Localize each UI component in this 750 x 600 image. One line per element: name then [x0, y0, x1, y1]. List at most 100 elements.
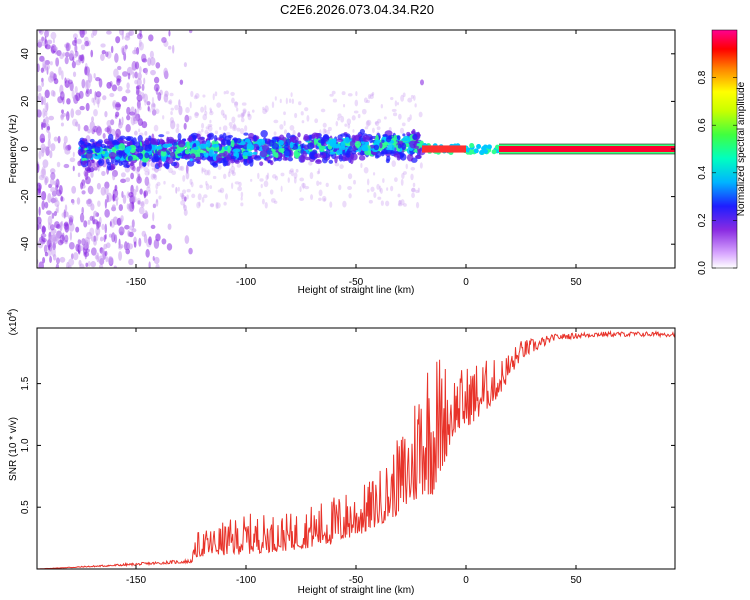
spectrogram-scatter-point [298, 101, 302, 106]
spectrogram-band-point [158, 134, 165, 138]
spectrogram-scatter-point [415, 201, 420, 209]
spectrogram-scatter-point [84, 62, 88, 71]
spectrogram-scatter-point [236, 107, 239, 112]
spectrogram-scatter-point [92, 215, 95, 225]
spectrogram-scatter-point [128, 231, 134, 238]
spectrogram-scatter-point [347, 93, 353, 97]
spectrogram-band-point [145, 139, 150, 146]
spectrogram-scatter-point [38, 150, 42, 160]
spectrogram-scatter-point [193, 95, 198, 100]
spectrogram-scatter-point [179, 192, 184, 198]
spectrogram-scatter-point [72, 71, 77, 78]
spectrogram-scatter-point [209, 203, 215, 207]
spectrogram-band-point [256, 146, 260, 151]
spectrogram-band-point [325, 141, 331, 145]
spectrogram-scatter-point [37, 39, 44, 44]
spectrogram-scatter-point [96, 126, 103, 136]
spectrogram-scatter-point [53, 211, 58, 217]
spectrogram-scatter-point [49, 61, 53, 66]
spectrogram-scatter-point [203, 194, 208, 199]
spectrogram-scatter-point [202, 94, 206, 98]
snr-x-ticks: -150 -100 -50 0 50 [126, 328, 582, 586]
spectrogram-scatter-point [139, 188, 143, 195]
spectrogram-line-core [499, 146, 675, 152]
spectrogram-scatter-point [90, 247, 97, 256]
spectrogram-scatter-point [351, 115, 356, 121]
spectrogram-scatter-point [118, 204, 124, 212]
spectrogram-scatter-point [319, 181, 322, 185]
spectrogram-scatter-point [396, 102, 400, 106]
spectrogram-band-point [92, 142, 96, 147]
spectrogram-scatter-point [97, 200, 101, 207]
spectrogram-scatter-point [50, 31, 57, 40]
spectrogram-band-point [334, 156, 338, 164]
spectrogram-scatter-point [137, 72, 142, 81]
snr-multiplier-base: (x10 [8, 315, 19, 335]
spectrogram-scatter-point [273, 131, 277, 136]
spectrogram-scatter-point [414, 103, 417, 108]
spectrogram-scatter-point [101, 223, 105, 231]
spectrogram-scatter-point [143, 77, 146, 85]
spectrogram-scatter-point [308, 161, 313, 166]
spectrogram-scatter-point [63, 163, 70, 169]
spectrogram-scatter-point [251, 109, 255, 113]
spectrogram-scatter-point [338, 184, 342, 191]
spectrogram-scatter-point [37, 182, 42, 191]
spectrogram-scatter-point [244, 125, 248, 132]
spectrogram-scatter-point [42, 159, 49, 168]
spectrogram-band-point [393, 153, 401, 158]
spectrogram-scatter-point [41, 77, 44, 83]
spectrogram-scatter-point [375, 120, 380, 127]
spectrogram-scatter-point [74, 37, 77, 44]
spectrogram-scatter-point [128, 30, 135, 36]
spectrogram-scatter-point [55, 265, 59, 268]
spectrogram-scatter-point [400, 94, 405, 102]
spectrogram-scatter-point [99, 263, 104, 268]
spectrogram-scatter-point [202, 113, 208, 121]
spectrogram-scatter-point [68, 241, 75, 250]
spectrogram-scatter-point [56, 161, 61, 168]
spectrogram-scatter-point [90, 261, 97, 268]
spectrogram-scatter-point [194, 112, 200, 117]
spectrogram-scatter-point [179, 79, 184, 85]
snr-x-label: Height of straight line (km) [298, 585, 415, 596]
spectrogram-scatter-point [215, 202, 221, 209]
spectrogram-scatter-point [202, 168, 206, 173]
spectrogram-scatter-point [144, 176, 150, 187]
spectrogram-scatter-point [366, 119, 372, 126]
spectrogram-scatter-point [132, 49, 137, 55]
spectrogram-scatter-point [50, 224, 55, 231]
spectrogram-scatter-point [62, 52, 66, 57]
spectrogram-band-point [222, 132, 227, 140]
snr-y-tick-label: 1.5 [20, 376, 31, 390]
spectrogram-scatter-point [199, 184, 203, 189]
spectrogram-panel: -150 -100 -50 0 50 -40 -20 0 20 40 Height of str… [8, 29, 747, 296]
spectrogram-scatter-point [201, 196, 205, 203]
spectrogram-scatter-point [74, 85, 78, 94]
spectrogram-band-point [80, 146, 84, 153]
spectrogram-band-point [314, 153, 321, 159]
spectrogram-scatter-point [41, 96, 44, 106]
spectrogram-scatter-point [148, 34, 154, 42]
spectrogram-scatter-point [273, 200, 278, 204]
spectrogram-scatter-point [400, 178, 404, 186]
spectrogram-marks [37, 30, 675, 268]
spectrogram-band-point [329, 141, 335, 147]
spectrogram-y-tick-label: 40 [20, 48, 31, 60]
spectrogram-scatter-point [299, 186, 302, 193]
spectrogram-band-point [192, 135, 198, 140]
spectrogram-scatter-point [242, 109, 247, 115]
spectrogram-scatter-point [125, 89, 131, 94]
spectrogram-scatter-point [347, 123, 351, 129]
spectrogram-scatter-point [132, 165, 136, 172]
spectrogram-scatter-point [352, 128, 355, 133]
spectrogram-scatter-point [83, 251, 90, 257]
spectrogram-scatter-point [182, 203, 186, 208]
spectrogram-scatter-point [217, 164, 222, 170]
spectrogram-scatter-point [153, 86, 157, 91]
spectrogram-scatter-point [46, 125, 51, 131]
spectrogram-scatter-point [184, 235, 190, 244]
spectrogram-scatter-point [144, 99, 147, 106]
spectrogram-scatter-point [219, 126, 222, 131]
spectrogram-scatter-point [147, 100, 150, 108]
